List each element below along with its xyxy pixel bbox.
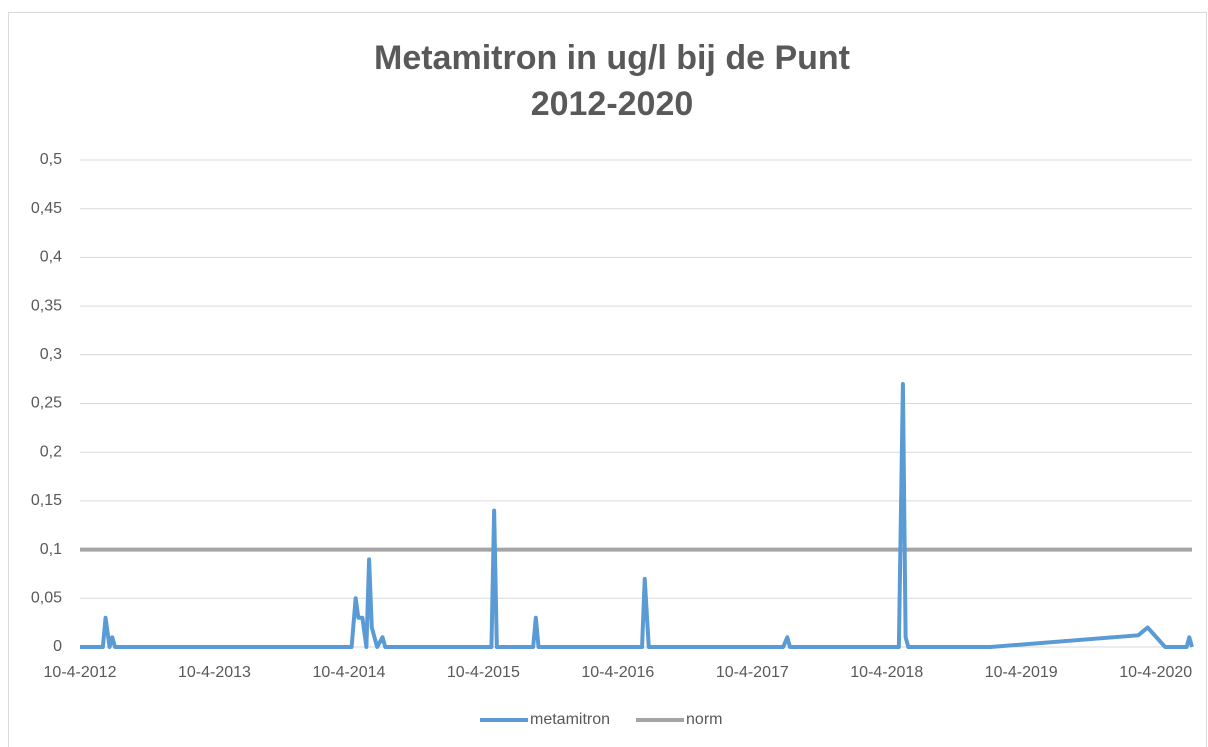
x-tick-label: 10-4-2012 — [44, 664, 117, 681]
chart-title: 2012-2020 — [531, 85, 694, 123]
y-tick-label: 0,5 — [40, 151, 62, 168]
x-tick-label: 10-4-2019 — [985, 664, 1058, 681]
x-tick-label: 10-4-2017 — [716, 664, 789, 681]
y-tick-label: 0,2 — [40, 443, 62, 460]
x-tick-label: 10-4-2013 — [178, 664, 251, 681]
y-tick-label: 0,3 — [40, 346, 62, 363]
y-tick-label: 0,45 — [31, 200, 62, 217]
x-tick-label: 10-4-2014 — [312, 664, 385, 681]
y-tick-label: 0,1 — [40, 541, 62, 558]
legend-label: metamitron — [530, 711, 610, 728]
x-tick-label: 10-4-2015 — [447, 664, 520, 681]
y-tick-label: 0,4 — [40, 249, 62, 266]
y-tick-label: 0,35 — [31, 297, 62, 314]
y-tick-label: 0,05 — [31, 590, 62, 607]
chart-title: Metamitron in ug/l bij de Punt — [374, 39, 850, 77]
line-series — [80, 382, 1194, 649]
y-tick-label: 0,25 — [31, 395, 62, 412]
y-tick-label: 0 — [53, 638, 62, 655]
y-tick-label: 0,15 — [31, 492, 62, 509]
legend-label: norm — [686, 711, 722, 728]
x-tick-label: 10-4-2018 — [850, 664, 923, 681]
chart-border — [8, 12, 1207, 747]
x-tick-label: 10-4-2020 — [1119, 664, 1192, 681]
x-tick-label: 10-4-2016 — [581, 664, 654, 681]
